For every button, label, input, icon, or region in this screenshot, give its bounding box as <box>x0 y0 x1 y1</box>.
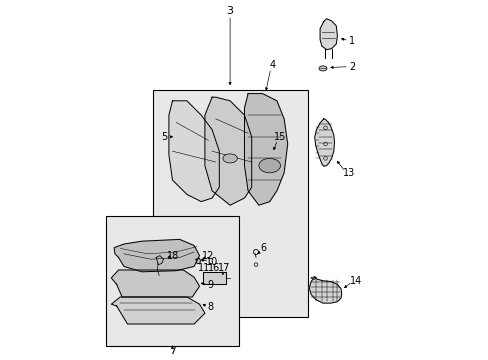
Polygon shape <box>204 97 251 205</box>
Polygon shape <box>156 256 163 265</box>
Polygon shape <box>114 239 199 272</box>
Text: 11: 11 <box>198 263 210 273</box>
Text: 8: 8 <box>207 302 213 312</box>
Text: 15: 15 <box>273 132 285 142</box>
Text: 17: 17 <box>217 263 230 273</box>
Text: 7: 7 <box>168 346 176 356</box>
Bar <box>152 90 307 317</box>
Polygon shape <box>203 272 226 284</box>
Text: 1: 1 <box>349 36 355 46</box>
Text: 5: 5 <box>161 132 167 142</box>
Ellipse shape <box>318 66 326 71</box>
Ellipse shape <box>258 158 280 173</box>
Polygon shape <box>314 119 334 166</box>
Polygon shape <box>111 270 199 297</box>
Polygon shape <box>196 258 200 264</box>
Polygon shape <box>168 101 219 202</box>
Text: 4: 4 <box>269 60 275 70</box>
Text: 2: 2 <box>348 62 355 72</box>
Text: 10: 10 <box>205 257 218 267</box>
Text: 12: 12 <box>202 251 214 261</box>
Text: 13: 13 <box>342 168 354 178</box>
Polygon shape <box>111 297 204 324</box>
Text: 18: 18 <box>167 251 179 261</box>
Bar <box>106 216 239 346</box>
Text: 3: 3 <box>226 6 233 16</box>
Text: 14: 14 <box>349 276 362 286</box>
Polygon shape <box>309 277 341 303</box>
Ellipse shape <box>223 154 237 163</box>
Polygon shape <box>244 94 287 205</box>
Text: 9: 9 <box>207 280 213 290</box>
Text: 16: 16 <box>207 263 220 273</box>
Polygon shape <box>320 19 337 50</box>
Text: 6: 6 <box>260 243 266 253</box>
